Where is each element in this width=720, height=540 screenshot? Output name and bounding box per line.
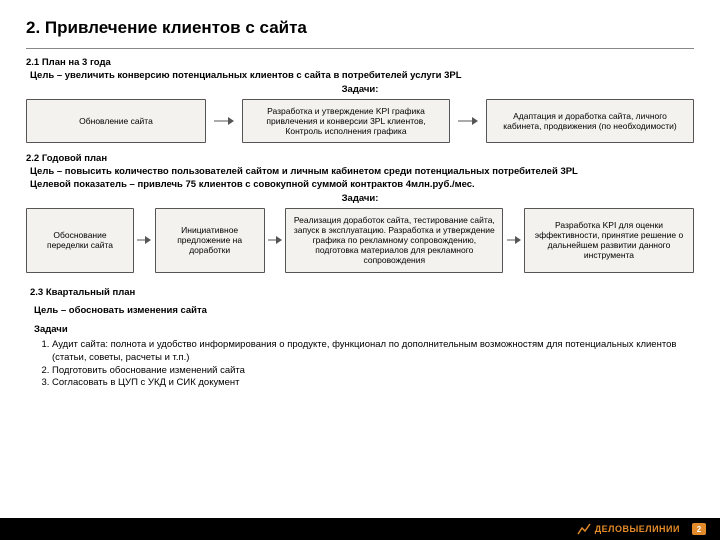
slide-content: 2. Привлечение клиентов с сайта 2.1 План… [0,0,720,390]
section-2-3-goal: Цель – обосновать изменения сайта [26,305,694,318]
section-2-2-goal: Цель – повысить количество пользователей… [26,166,694,179]
arrow-icon [457,99,479,144]
section-2-1-flow: Обновление сайта Разработка и утверждени… [26,99,694,144]
flow-box-2-1-1: Обновление сайта [26,99,206,144]
section-2-2-flow: Обоснование переделки сайта Инициативное… [26,208,694,273]
flow-box-2-1-3: Адаптация и доработка сайта, личного каб… [486,99,694,144]
logo-text: ДЕЛОВЫЕЛИНИИ [595,524,680,534]
flow-box-2-2-1: Обоснование переделки сайта [26,208,134,273]
title-divider [26,48,694,49]
arrow-icon [137,208,151,273]
list-item: Аудит сайта: полнота и удобство информир… [52,339,694,365]
flow-box-2-2-2: Инициативное предложение на доработки [155,208,265,273]
section-2-2-tasks-label: Задачи: [26,193,694,204]
flow-box-2-1-2: Разработка и утверждение KPI графика при… [242,99,450,144]
arrow-icon [213,99,235,144]
section-2-3-heading: 2.3 Квартальный план [26,287,694,300]
section-2-1-heading: 2.1 План на 3 года [26,57,694,70]
flow-box-2-2-4: Разработка KPI для оценки эффективности,… [524,208,694,273]
list-item: Согласовать в ЦУП с УКД и СИК документ [52,377,694,390]
arrow-icon [507,208,521,273]
footer-logo: ДЕЛОВЫЕЛИНИИ [577,523,680,535]
section-2-3-task-list: Аудит сайта: полнота и удобство информир… [26,339,694,390]
flow-box-2-2-3: Реализация доработок сайта, тестирование… [285,208,503,273]
section-2-2-target: Целевой показатель – привлечь 75 клиенто… [26,179,694,192]
arrow-icon [268,208,282,273]
section-2-2-heading: 2.2 Годовой план [26,153,694,166]
section-2-1-tasks-label: Задачи: [26,84,694,95]
page-title: 2. Привлечение клиентов с сайта [26,18,694,38]
page-number-badge: 2 [692,523,706,535]
section-2-3-tasks-label: Задачи [26,324,694,337]
footer-bar: ДЕЛОВЫЕЛИНИИ 2 [0,518,720,540]
list-item: Подготовить обоснование изменений сайта [52,365,694,378]
section-2-1-goal: Цель – увеличить конверсию потенциальных… [26,70,694,83]
logo-icon [577,523,591,535]
